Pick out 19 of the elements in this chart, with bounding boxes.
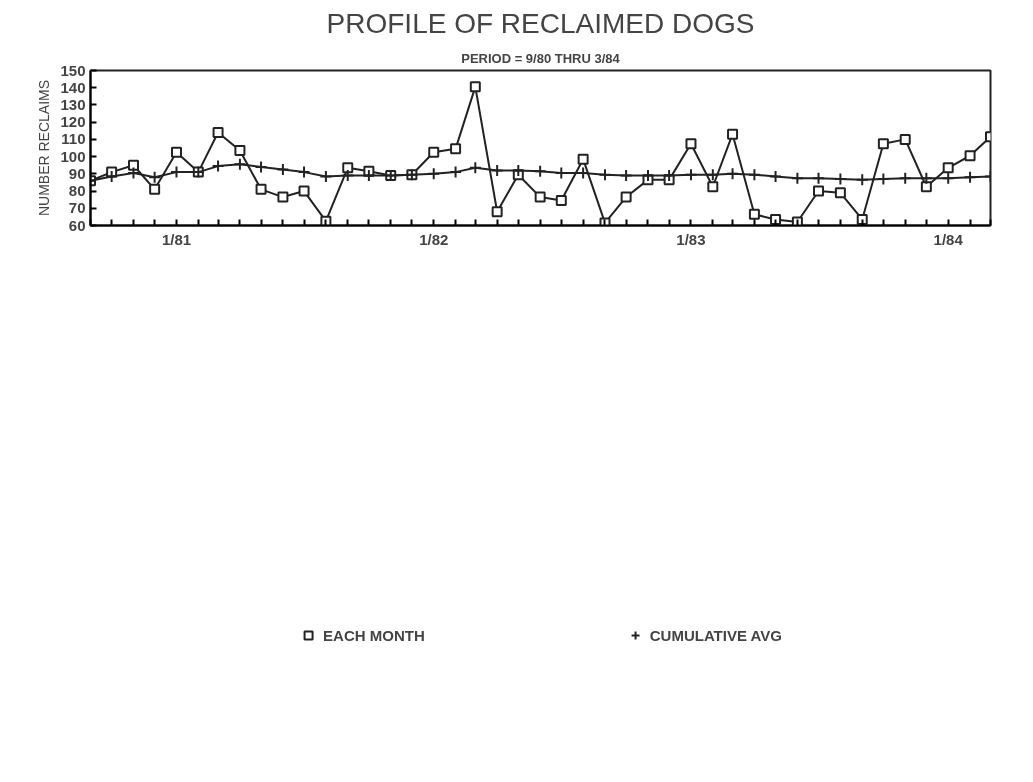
- chart-subtitle: PERIOD = 9/80 THRU 3/84: [461, 50, 621, 66]
- legend-label: EACH MONTH: [323, 626, 425, 644]
- y-tick-label: 130: [60, 95, 86, 113]
- x-tick-label: 1/83: [676, 230, 706, 248]
- y-tick-label: 150: [60, 61, 86, 79]
- y-tick-label: 110: [61, 130, 86, 148]
- legend-label: CUMULATIVE AVG: [649, 626, 782, 644]
- x-tick-label: 1/82: [419, 230, 449, 248]
- x-tick-label: 1/81: [161, 230, 192, 248]
- chart-title: PROFILE OF RECLAIMED DOGS: [326, 7, 755, 39]
- y-tick-label: 60: [68, 216, 86, 234]
- x-tick-label: 1/84: [933, 230, 964, 248]
- y-tick-label: 90: [68, 164, 86, 182]
- y-tick-label: 140: [60, 78, 86, 96]
- y-axis-title: NUMBER RECLAIMS: [36, 79, 53, 217]
- y-tick-label: 80: [68, 182, 86, 200]
- y-tick-label: 120: [60, 113, 86, 131]
- y-tick-label: 70: [68, 199, 86, 217]
- y-tick-label: 100: [60, 147, 86, 165]
